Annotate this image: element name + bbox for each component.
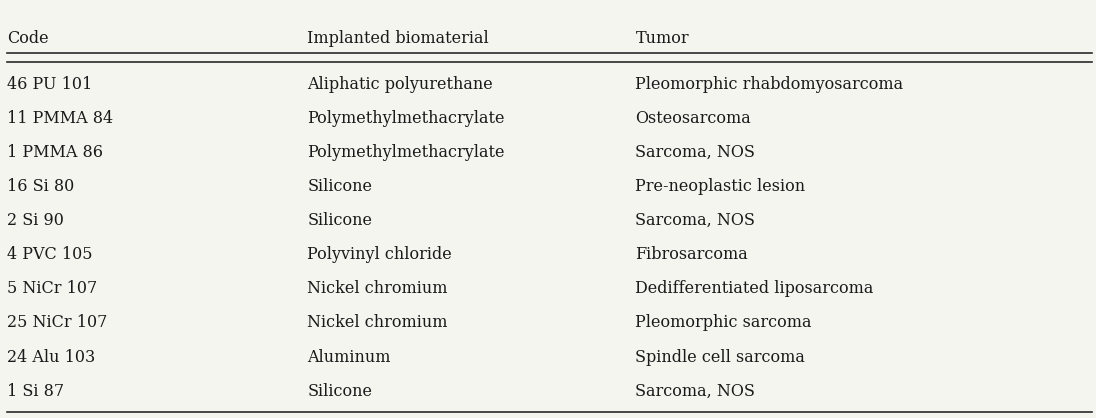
Text: Silicone: Silicone [308, 212, 373, 229]
Text: Pre-neoplastic lesion: Pre-neoplastic lesion [636, 178, 806, 195]
Text: Sarcoma, NOS: Sarcoma, NOS [636, 144, 755, 161]
Text: Sarcoma, NOS: Sarcoma, NOS [636, 212, 755, 229]
Text: 46 PU 101: 46 PU 101 [7, 76, 92, 93]
Text: 1 PMMA 86: 1 PMMA 86 [7, 144, 103, 161]
Text: 4 PVC 105: 4 PVC 105 [7, 246, 92, 263]
Text: Polyvinyl chloride: Polyvinyl chloride [308, 246, 453, 263]
Text: Spindle cell sarcoma: Spindle cell sarcoma [636, 349, 806, 365]
Text: Fibrosarcoma: Fibrosarcoma [636, 246, 749, 263]
Text: 11 PMMA 84: 11 PMMA 84 [7, 110, 113, 127]
Text: 25 NiCr 107: 25 NiCr 107 [7, 314, 107, 331]
Text: Silicone: Silicone [308, 382, 373, 400]
Text: Pleomorphic sarcoma: Pleomorphic sarcoma [636, 314, 812, 331]
Text: Osteosarcoma: Osteosarcoma [636, 110, 751, 127]
Text: Polymethylmethacrylate: Polymethylmethacrylate [308, 144, 505, 161]
Text: 24 Alu 103: 24 Alu 103 [7, 349, 95, 365]
Text: Aluminum: Aluminum [308, 349, 391, 365]
Text: Silicone: Silicone [308, 178, 373, 195]
Text: Tumor: Tumor [636, 31, 689, 48]
Text: Sarcoma, NOS: Sarcoma, NOS [636, 382, 755, 400]
Text: Code: Code [7, 31, 48, 48]
Text: Nickel chromium: Nickel chromium [308, 280, 448, 298]
Text: 5 NiCr 107: 5 NiCr 107 [7, 280, 98, 298]
Text: 16 Si 80: 16 Si 80 [7, 178, 75, 195]
Text: Dedifferentiated liposarcoma: Dedifferentiated liposarcoma [636, 280, 874, 298]
Text: Polymethylmethacrylate: Polymethylmethacrylate [308, 110, 505, 127]
Text: Implanted biomaterial: Implanted biomaterial [308, 31, 489, 48]
Text: 2 Si 90: 2 Si 90 [7, 212, 64, 229]
Text: 1 Si 87: 1 Si 87 [7, 382, 64, 400]
Text: Nickel chromium: Nickel chromium [308, 314, 448, 331]
Text: Aliphatic polyurethane: Aliphatic polyurethane [308, 76, 493, 93]
Text: Pleomorphic rhabdomyosarcoma: Pleomorphic rhabdomyosarcoma [636, 76, 903, 93]
